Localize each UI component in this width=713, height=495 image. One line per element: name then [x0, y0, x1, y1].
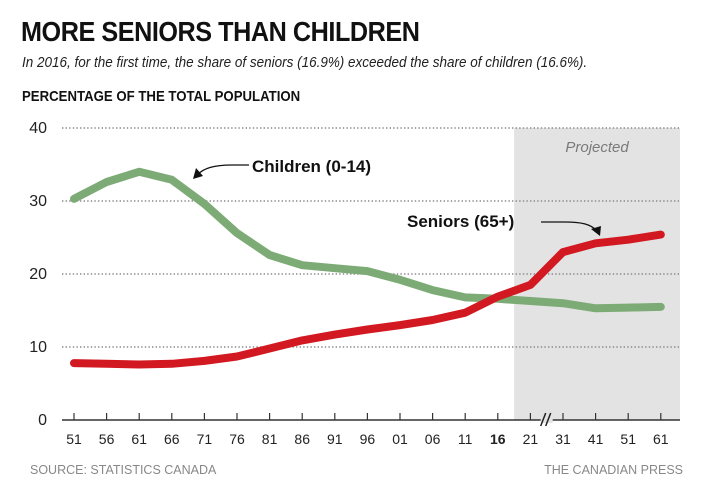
x-tick-label: 61	[131, 431, 147, 447]
chart-subtitle: In 2016, for the first time, the share o…	[22, 55, 588, 71]
seniors-arrowhead-icon	[591, 226, 601, 236]
x-tick-label: 96	[360, 431, 376, 447]
x-tick-label: 01	[392, 431, 408, 447]
x-tick-label: 51	[620, 431, 636, 447]
y-tick-label: 30	[29, 193, 47, 210]
children-annotation-label: Children (0-14)	[252, 157, 371, 176]
x-tick-label: 51	[66, 431, 82, 447]
x-tick-label: 06	[425, 431, 441, 447]
y-tick-label: 20	[29, 266, 47, 283]
x-axis: 51 56 61 66 71 76 81 86 91 96 01 06 11 16 21 31 41 51 61	[62, 412, 680, 447]
x-tick-label: 86	[294, 431, 310, 447]
credit-note: THE CANADIAN PRESS	[544, 463, 683, 477]
axis-break-icon	[540, 412, 553, 427]
x-tick-label: 76	[229, 431, 245, 447]
x-tick-label: 31	[555, 431, 571, 447]
x-tick-label: 21	[523, 431, 539, 447]
series-lines	[70, 167, 665, 369]
children-arrowhead-icon	[193, 168, 203, 179]
chart-title: MORE SENIORS THAN CHILDREN	[21, 16, 420, 47]
x-tick-label: 66	[164, 431, 180, 447]
annotations: Children (0-14) Seniors (65+)	[193, 157, 601, 236]
x-tick-label: 91	[327, 431, 343, 447]
projected-label: Projected	[565, 139, 629, 156]
x-tick-label: 41	[588, 431, 604, 447]
x-tick-label: 61	[653, 431, 669, 447]
gridlines	[62, 127, 680, 348]
x-tick-label: 16	[490, 431, 506, 447]
source-note: SOURCE: STATISTICS CANADA	[30, 463, 217, 477]
children-annotation-arrow	[196, 164, 249, 176]
x-tick-label: 11	[458, 431, 473, 447]
y-tick-label: 40	[29, 120, 47, 137]
x-tick-label: 56	[99, 431, 115, 447]
x-tick-label: 81	[262, 431, 278, 447]
y-axis-ticks: 0 10 20 30 40	[29, 120, 47, 429]
y-axis-title: PERCENTAGE OF THE TOTAL POPULATION	[22, 88, 301, 105]
seniors-annotation-label: Seniors (65+)	[407, 212, 514, 231]
x-tick-label: 71	[197, 431, 213, 447]
y-tick-label: 0	[38, 412, 47, 429]
y-tick-label: 10	[29, 339, 47, 356]
